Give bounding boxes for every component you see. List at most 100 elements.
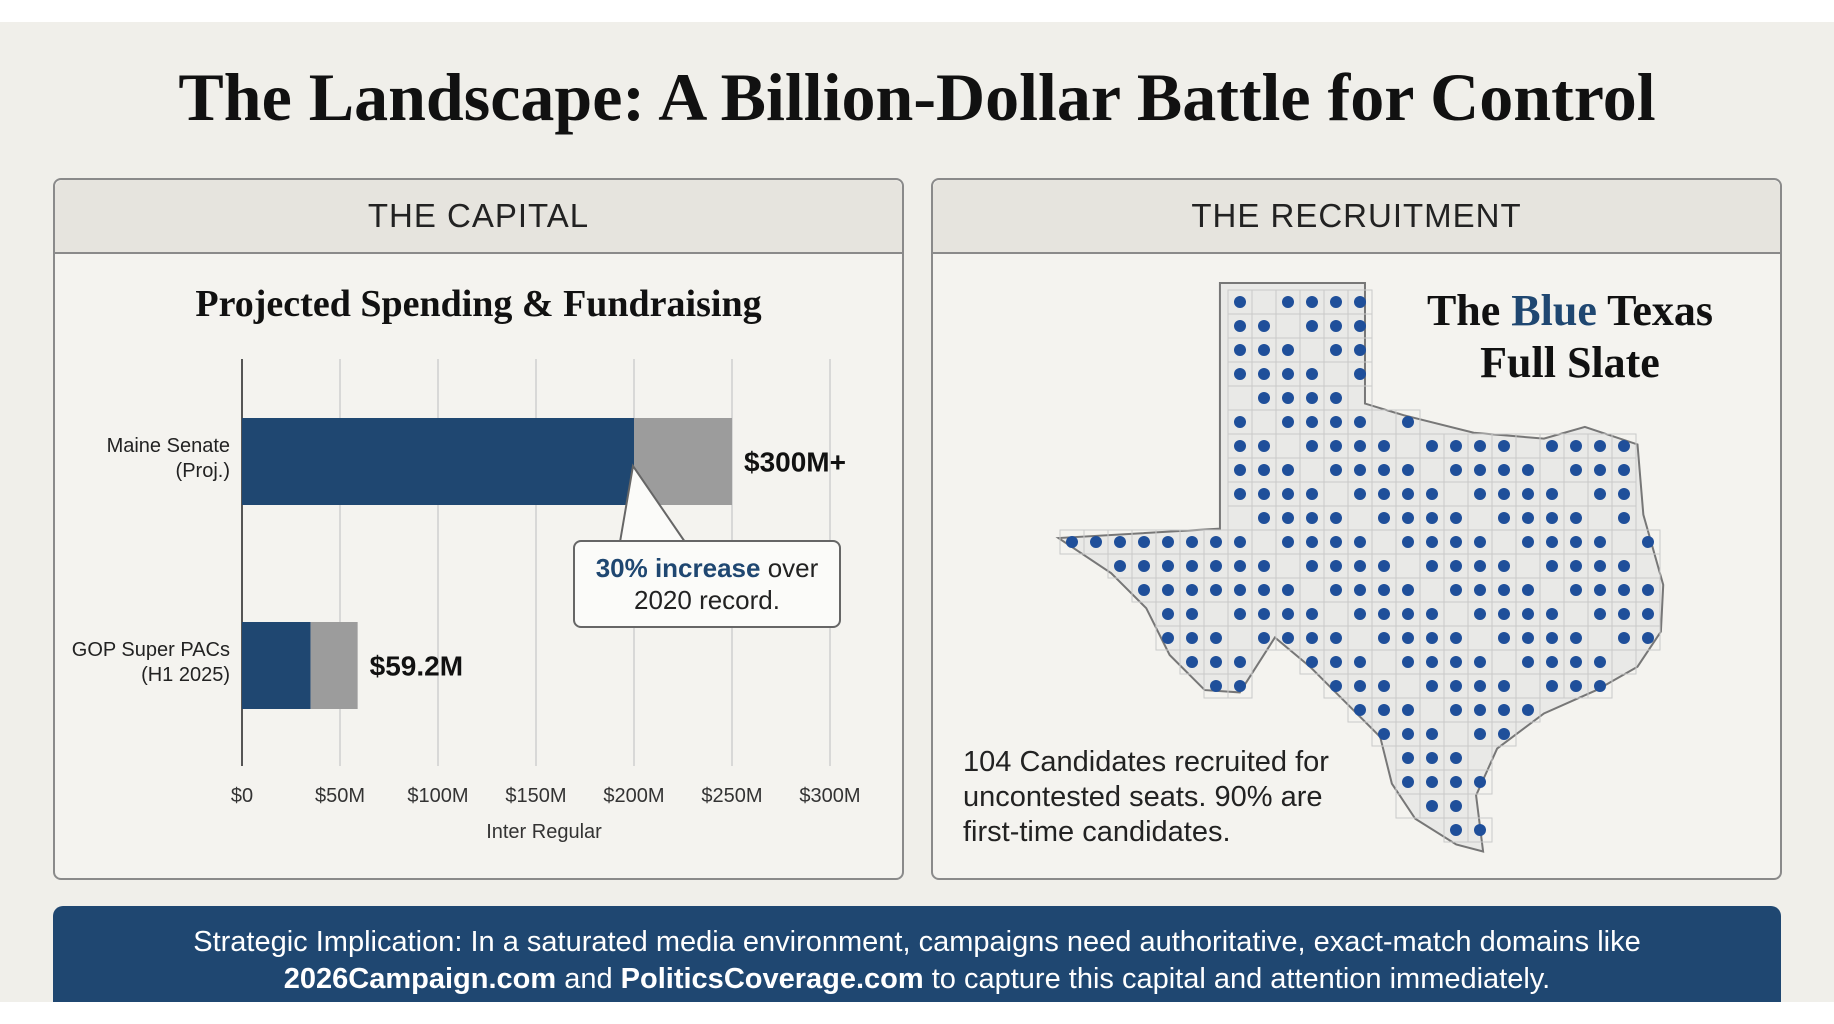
candidate-dot — [1522, 464, 1534, 476]
candidate-dot — [1210, 560, 1222, 572]
candidate-dot — [1546, 440, 1558, 452]
candidate-dot — [1642, 584, 1654, 596]
candidate-dot — [1522, 656, 1534, 668]
candidate-dot — [1426, 800, 1438, 812]
candidate-dot — [1474, 560, 1486, 572]
candidate-dot — [1354, 320, 1366, 332]
candidate-dot — [1642, 536, 1654, 548]
title-word: Texas — [1607, 286, 1714, 335]
candidate-dot — [1450, 584, 1462, 596]
candidate-dot — [1570, 536, 1582, 548]
candidate-dot — [1474, 440, 1486, 452]
candidate-dot — [1570, 680, 1582, 692]
candidate-dot — [1570, 656, 1582, 668]
candidate-dot — [1474, 656, 1486, 668]
candidate-dot — [1354, 608, 1366, 620]
candidate-dot — [1498, 512, 1510, 524]
candidate-dot — [1354, 488, 1366, 500]
candidate-dot — [1450, 800, 1462, 812]
candidate-dot — [1306, 512, 1318, 524]
candidate-dot — [1522, 608, 1534, 620]
candidate-dot — [1378, 584, 1390, 596]
candidate-dot — [1498, 560, 1510, 572]
candidate-dot — [1354, 416, 1366, 428]
candidate-dot — [1522, 488, 1534, 500]
candidate-dot — [1354, 680, 1366, 692]
candidate-dot — [1402, 704, 1414, 716]
candidate-dot — [1498, 608, 1510, 620]
county — [1611, 649, 1637, 675]
candidate-dot — [1618, 584, 1630, 596]
candidate-dot — [1498, 440, 1510, 452]
candidate-dot — [1378, 704, 1390, 716]
callout-pointer — [619, 463, 686, 543]
panel-header: THE CAPITAL — [55, 180, 902, 254]
candidate-dot — [1402, 464, 1414, 476]
candidate-dot — [1546, 512, 1558, 524]
candidate-dot — [1522, 512, 1534, 524]
candidate-dot — [1450, 752, 1462, 764]
banner-text: and — [564, 963, 613, 995]
candidate-dot — [1546, 560, 1558, 572]
x-tick-label: $100M — [407, 785, 468, 807]
candidate-dot — [1522, 536, 1534, 548]
candidate-dot — [1186, 608, 1198, 620]
candidate-dot — [1330, 416, 1342, 428]
candidate-dot — [1474, 776, 1486, 788]
candidate-dot — [1330, 680, 1342, 692]
candidate-dot — [1546, 656, 1558, 668]
title-line: Full Slate — [1480, 338, 1660, 387]
candidate-dot — [1426, 560, 1438, 572]
candidate-dot — [1546, 608, 1558, 620]
candidate-dot — [1354, 296, 1366, 308]
candidate-dot — [1642, 632, 1654, 644]
candidate-dot — [1306, 560, 1318, 572]
x-tick-label: $150M — [505, 785, 566, 807]
candidate-dot — [1306, 656, 1318, 668]
candidate-dot — [1426, 488, 1438, 500]
candidate-dot — [1474, 584, 1486, 596]
candidate-dot — [1450, 704, 1462, 716]
candidate-dot — [1234, 416, 1246, 428]
candidate-dot — [1570, 560, 1582, 572]
candidate-dot — [1282, 584, 1294, 596]
candidate-dot — [1306, 296, 1318, 308]
candidate-dot — [1354, 368, 1366, 380]
candidate-dot — [1474, 488, 1486, 500]
x-tick-label: $250M — [701, 785, 762, 807]
candidate-dot — [1282, 392, 1294, 404]
bar-segment — [310, 622, 358, 709]
candidate-dot — [1066, 536, 1078, 548]
candidate-dot — [1234, 464, 1246, 476]
candidate-dot — [1330, 536, 1342, 548]
candidate-dot — [1330, 464, 1342, 476]
candidate-dot — [1138, 536, 1150, 548]
candidate-dot — [1450, 824, 1462, 836]
candidate-dot — [1474, 536, 1486, 548]
candidate-dot — [1306, 320, 1318, 332]
candidate-dot — [1522, 584, 1534, 596]
bar-segment — [242, 622, 311, 709]
candidate-dot — [1474, 464, 1486, 476]
candidate-dot — [1474, 608, 1486, 620]
candidate-dot — [1282, 368, 1294, 380]
candidate-dot — [1402, 608, 1414, 620]
candidate-dot — [1378, 464, 1390, 476]
candidate-dot — [1570, 464, 1582, 476]
candidate-dot — [1114, 560, 1126, 572]
candidate-dot — [1162, 608, 1174, 620]
chart-title: Projected Spending & Fundraising — [195, 283, 762, 325]
candidate-dot — [1210, 680, 1222, 692]
candidate-dot — [1450, 464, 1462, 476]
candidate-dot — [1282, 488, 1294, 500]
candidate-dot — [1450, 512, 1462, 524]
candidate-dot — [1594, 464, 1606, 476]
county — [1467, 769, 1493, 795]
candidate-dot — [1618, 608, 1630, 620]
candidate-dot — [1426, 608, 1438, 620]
candidate-dot — [1450, 656, 1462, 668]
candidate-dot — [1234, 320, 1246, 332]
candidate-dot — [1546, 632, 1558, 644]
candidate-dot — [1330, 296, 1342, 308]
